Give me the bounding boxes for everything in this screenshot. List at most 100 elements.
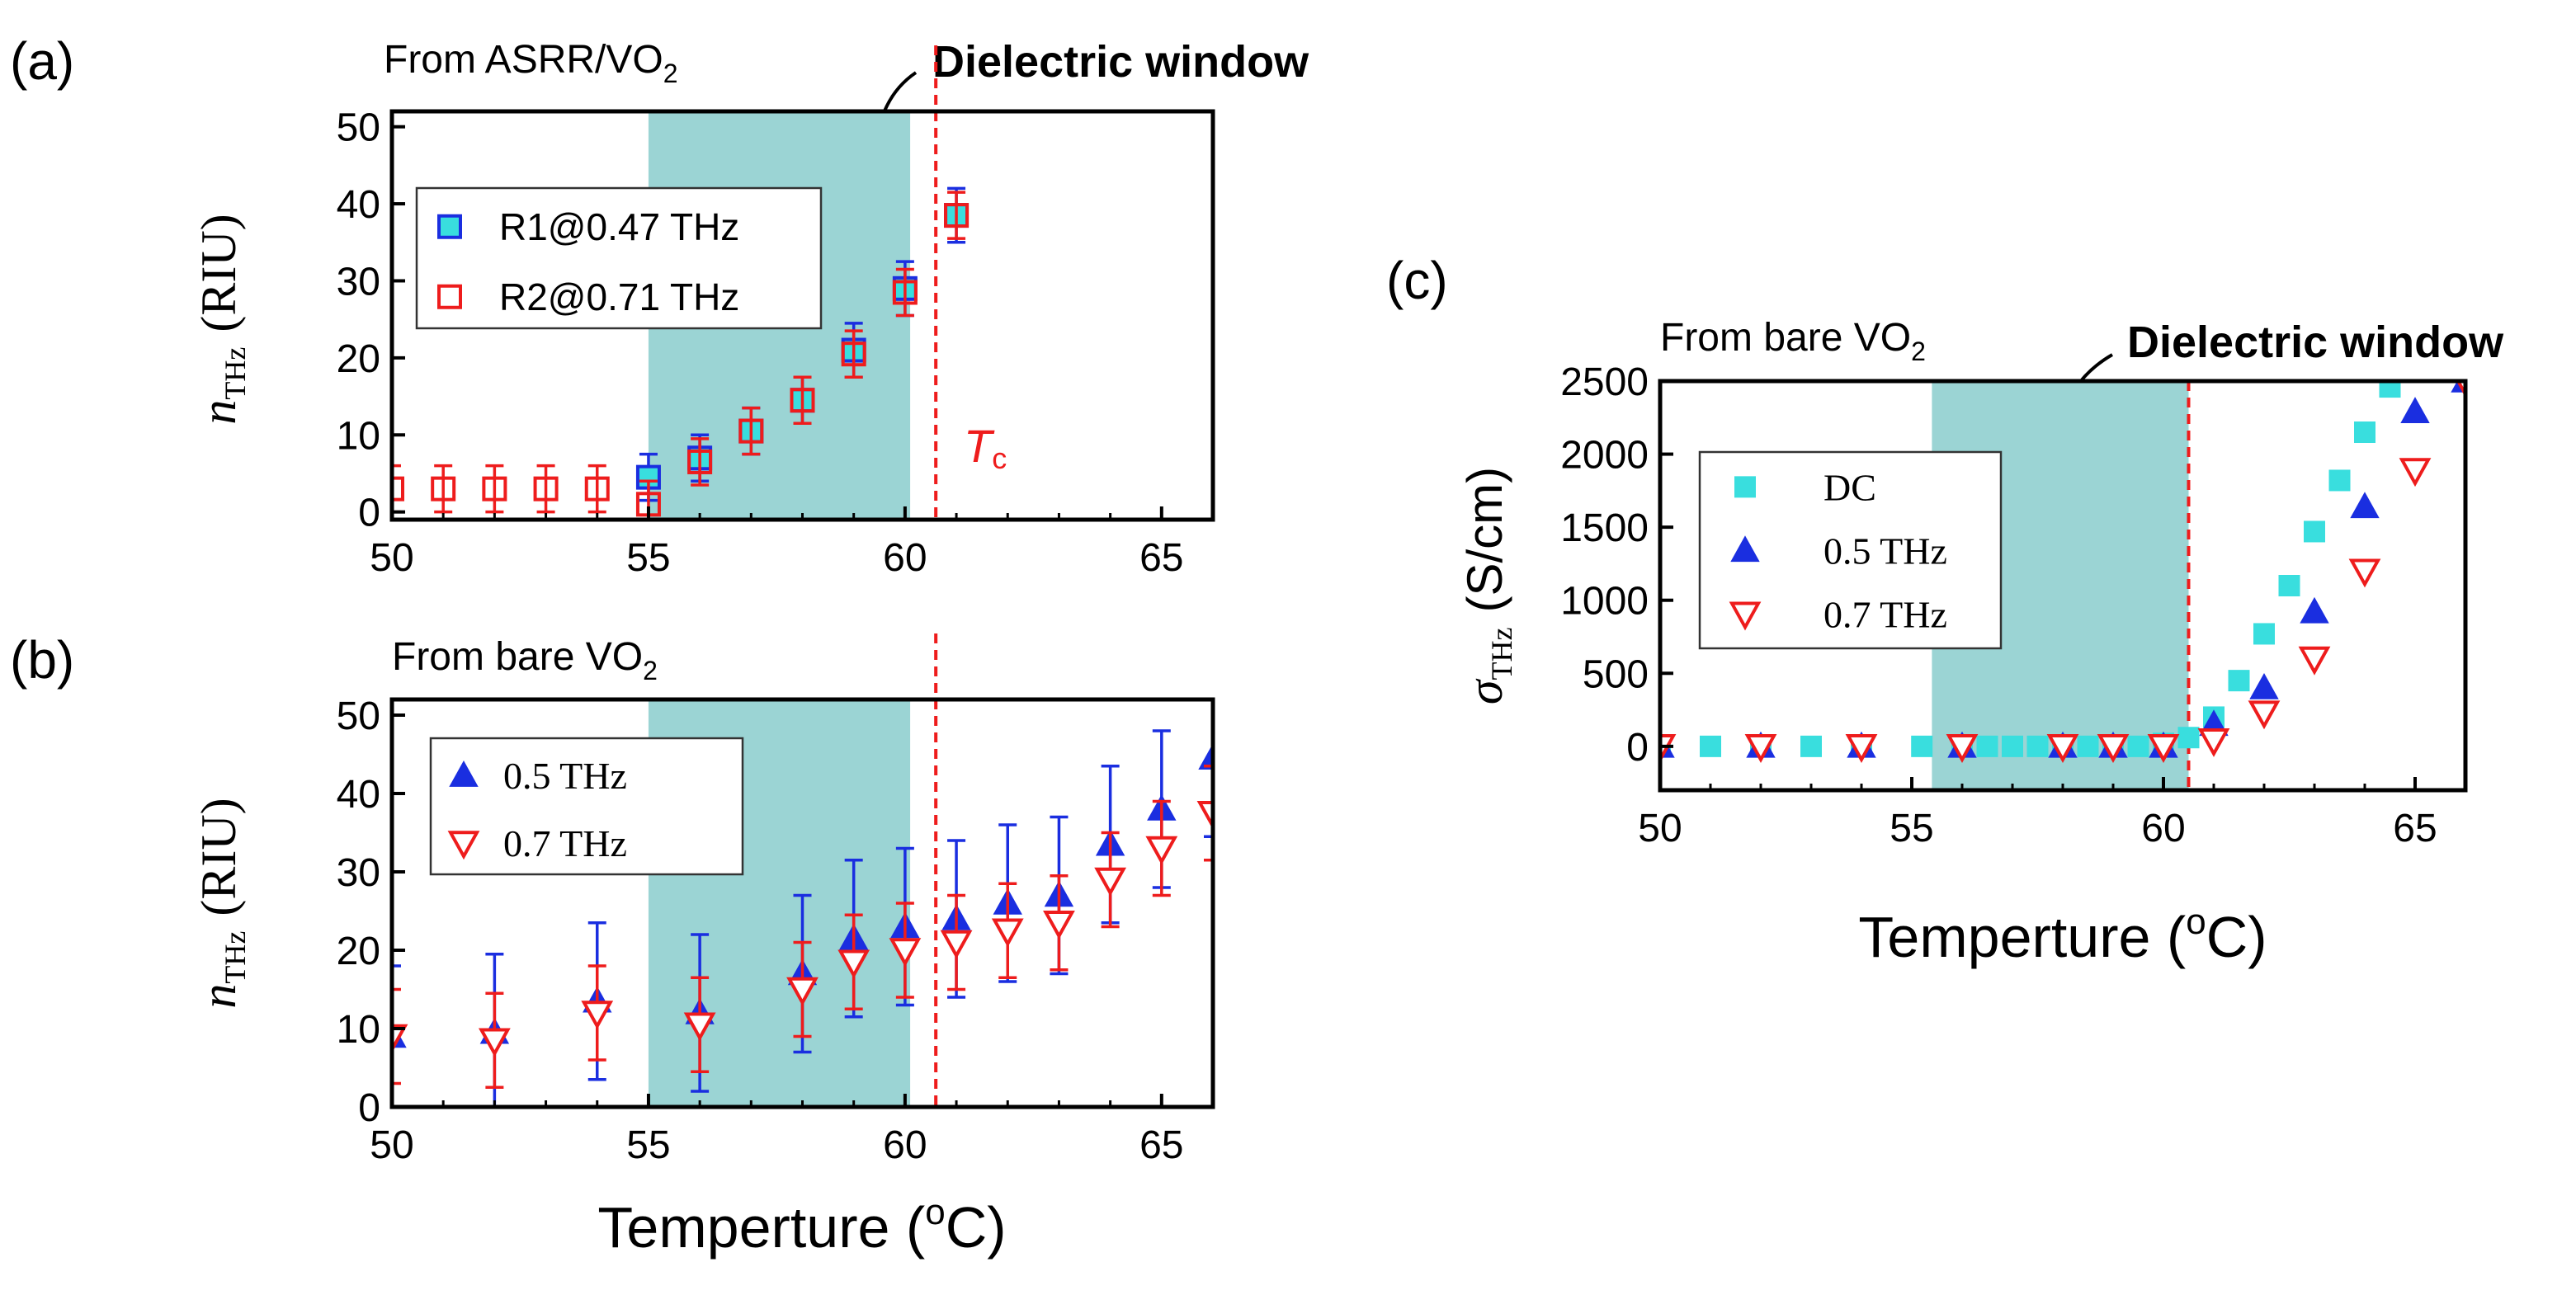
panel-c-data-point <box>2046 734 2079 763</box>
panel-a-xtick-label: 50 <box>370 536 413 580</box>
panel-a-ytick-label: 0 <box>358 492 380 535</box>
panel-c-data-point <box>2300 596 2329 624</box>
panel-a-legend-symbol <box>437 214 462 239</box>
panel-a-data-point <box>584 476 610 502</box>
panel-b-series-group <box>392 699 1213 1107</box>
panel-a-data-point <box>431 476 456 502</box>
panel-c-data-point <box>2399 458 2432 487</box>
panel-b-ytick-label: 40 <box>337 773 380 817</box>
panel-a-plot: 50 55 60 65 0 10 20 30 40 50 R1@0.47 THz R2@0.71 TH… <box>337 45 1215 580</box>
panel-a-series-group <box>392 186 970 520</box>
panel-a-legend-label: R2@0.71 THz <box>499 275 739 318</box>
panel-a-legend-label: R1@0.47 THz <box>499 205 739 248</box>
panel-c-data-point <box>2348 558 2381 588</box>
panel-a-ylabel: nTHz(RIU) <box>191 214 252 424</box>
panel-a-data-point <box>533 476 559 502</box>
panel-a-xtick-label: 55 <box>626 536 670 580</box>
panel-c-data-point <box>2298 646 2331 676</box>
panel-c-data-point <box>2077 735 2099 757</box>
panel-a-data-point <box>482 476 507 502</box>
panel-c-legend-symbol <box>1729 601 1762 631</box>
panel-c-data-point <box>1700 735 1721 757</box>
panel-b-ytick-label: 30 <box>337 851 380 895</box>
panel-a-data-point <box>687 449 713 474</box>
panel-c-data-point <box>2248 700 2281 730</box>
panel-c-data-point <box>1845 734 1878 763</box>
panel-b: (b) From bare VO2 50 55 60 65 0 10 20 30 40 50 0.5… <box>10 630 1215 1260</box>
panel-b-data-point <box>991 918 1024 948</box>
panel-b-ytick-label: 20 <box>337 930 380 973</box>
panel-c-ytick-label: 2000 <box>1560 434 1649 478</box>
panel-c-ylabel: σTHz(S/cm) <box>1457 467 1518 704</box>
panel-c-legend-symbol <box>1734 476 1756 498</box>
panel-b-data-point <box>837 949 870 979</box>
panel-c-data-point <box>2127 735 2149 757</box>
panel-a-annotation: Dielectric window <box>932 37 1309 87</box>
panel-b-data-point <box>889 938 922 968</box>
panel-a-data-point <box>738 418 764 444</box>
panel-c-data-point <box>1976 735 1998 757</box>
panel-c-data-point <box>2400 397 2430 423</box>
panel-b-data-point <box>1196 800 1213 830</box>
panel-c-data-point <box>2253 623 2275 645</box>
panel-c-xlabel: Temperture (oC) <box>1858 902 2267 969</box>
panel-c-data-point <box>2177 727 2200 749</box>
panel-b-legend: 0.5 THz 0.7 THz <box>429 737 744 876</box>
panel-b-ytick-label: 50 <box>337 695 380 738</box>
panel-b-data-point <box>392 1024 408 1053</box>
panel-c-data-point <box>2328 469 2351 492</box>
panel-a-data-point <box>841 341 866 367</box>
panel-a-data-point <box>944 203 970 228</box>
panel-c-ytick-label: 0 <box>1626 726 1649 770</box>
panel-b-subtitle: From bare VO2 <box>392 635 658 685</box>
panel-c-annotation: Dielectric window <box>2127 318 2504 367</box>
panel-c-data-point <box>2379 381 2401 398</box>
panel-a-subtitle: From ASRR/VO2 <box>384 38 678 88</box>
panel-b-xlabel: Temperture (oC) <box>597 1192 1006 1260</box>
panel-b-legend-symbol <box>449 761 479 787</box>
panel-c-data-point <box>2304 520 2325 543</box>
panel-b-legend-label: 0.5 THz <box>503 755 627 797</box>
panel-b-ylabel: nTHz(RIU) <box>191 798 252 1008</box>
panel-a-ytick-label: 30 <box>337 260 380 304</box>
panel-b-data-point <box>940 930 973 959</box>
panel-a-label: (a) <box>10 31 74 91</box>
panel-c-data-point <box>2147 734 2180 763</box>
panel-a: (a) From ASRR/VO2 Dielectric window 50 55… <box>10 31 1309 580</box>
panel-b-data-point <box>1198 743 1213 770</box>
panel-c-data-point <box>2026 735 2049 757</box>
panel-b-xtick-label: 60 <box>883 1123 927 1167</box>
panel-c-data-point <box>2278 575 2300 596</box>
panel-b-ytick-label: 10 <box>337 1008 380 1052</box>
panel-b-legend-box <box>429 737 744 876</box>
panel-c-data-point <box>1800 735 1822 757</box>
panel-b-label: (b) <box>10 630 74 690</box>
panel-c-xtick-label: 55 <box>1890 807 1933 850</box>
panel-c-ytick-label: 1000 <box>1560 580 1649 624</box>
panel-a-legend-box <box>415 186 823 330</box>
panel-a-ytick-label: 20 <box>337 337 380 381</box>
panel-a-data-point <box>392 476 404 502</box>
panel-c-ytick-label: 1500 <box>1560 506 1649 550</box>
panel-c-legend-symbol <box>1730 535 1760 563</box>
panel-b-legend-label: 0.7 THz <box>503 822 627 864</box>
panel-a-ytick-label: 10 <box>337 414 380 458</box>
panel-a-ytick-label: 40 <box>337 183 380 227</box>
panel-a-legend: R1@0.47 THz R2@0.71 THz <box>415 186 823 330</box>
panel-a-data-point <box>892 280 918 305</box>
panel-b-data-point <box>786 977 819 1006</box>
panel-c-legend: DC 0.5 THz 0.7 THz <box>1698 450 2003 650</box>
panel-c-data-point <box>1911 735 1933 757</box>
panel-c-ytick-label: 2500 <box>1560 360 1649 404</box>
panel-b-plot: 50 55 60 65 0 10 20 30 40 50 0.5 THz 0.7 THz <box>337 633 1215 1167</box>
panel-c-data-point <box>2197 728 2230 757</box>
panel-b-data-point <box>683 1012 716 1042</box>
panel-a-tc-label: Tc <box>964 420 1007 475</box>
panel-b-data-point <box>581 1001 614 1030</box>
panel-b-legend-symbol <box>447 831 480 860</box>
panel-b-data-point <box>1145 836 1178 865</box>
panel-c-data-point <box>2002 735 2023 757</box>
panel-c-ytick-label: 500 <box>1583 652 1649 696</box>
panel-b-xtick-label: 55 <box>626 1123 670 1167</box>
